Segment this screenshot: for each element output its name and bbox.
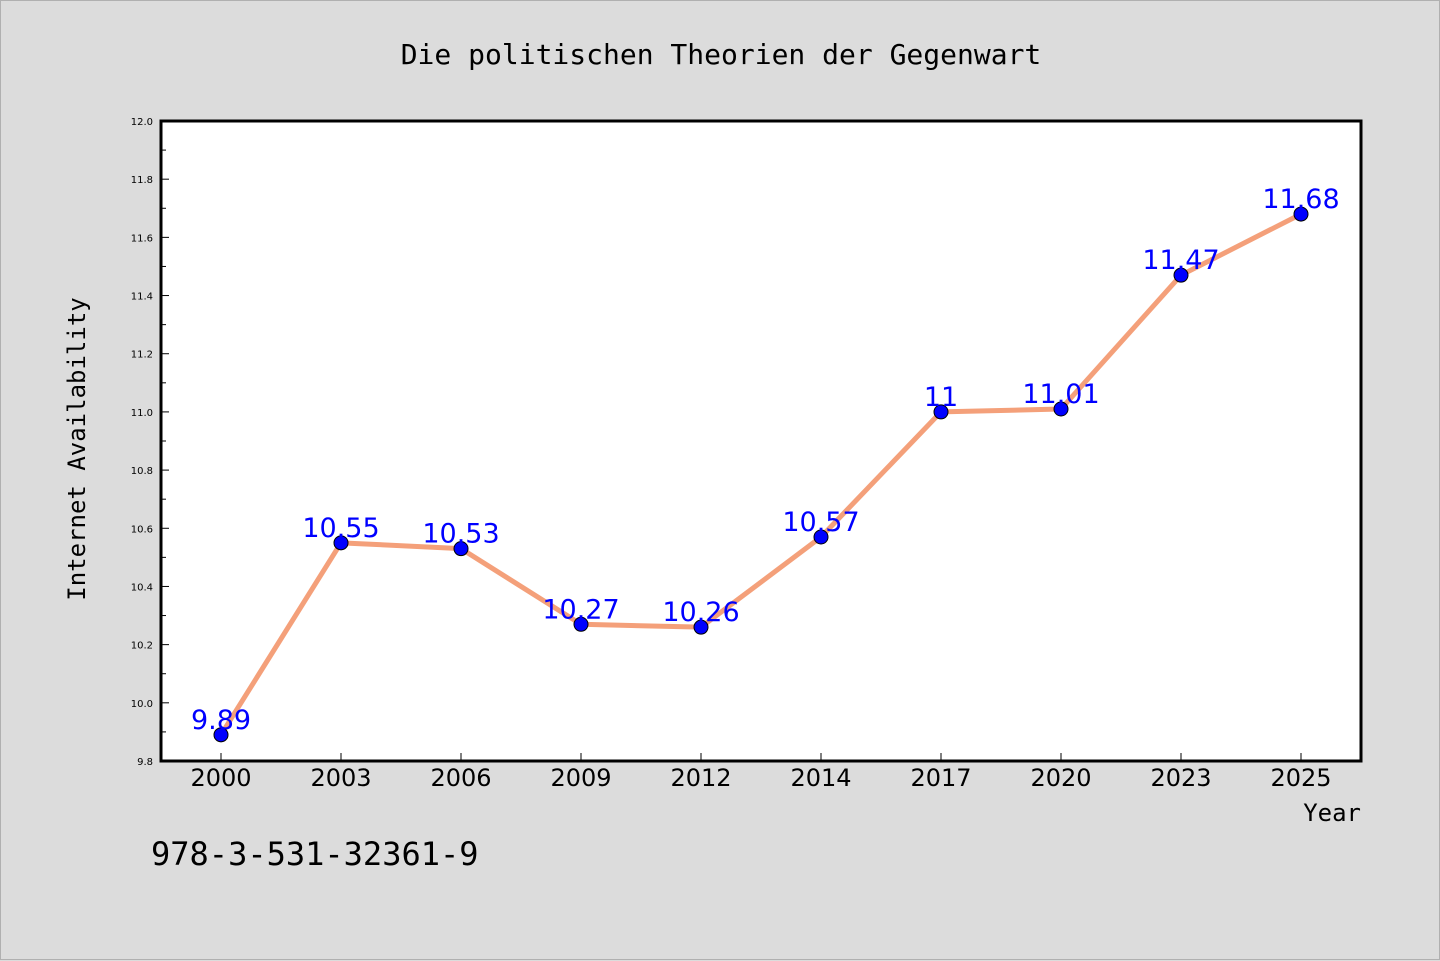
data-label: 10.55 — [302, 513, 379, 544]
data-label: 10.27 — [542, 594, 619, 625]
data-point — [1173, 267, 1189, 283]
y-tick-label: 10.4 — [131, 582, 153, 593]
data-label: 10.26 — [662, 597, 739, 628]
y-tick-label: 11.0 — [131, 408, 153, 419]
x-axis-label: Year — [1303, 799, 1361, 827]
y-tick-label: 10.2 — [131, 641, 153, 652]
data-point — [213, 727, 229, 743]
data-label: 11.01 — [1022, 379, 1099, 410]
x-tick-label: 2006 — [430, 764, 491, 792]
data-point — [813, 529, 829, 545]
data-point — [1053, 401, 1069, 417]
data-label: 11.47 — [1142, 245, 1219, 276]
y-axis-label: Internet Availability — [63, 297, 91, 600]
x-axis: 2000 2003 2006 2009 2012 2014 2017 2020 2023 2025 — [190, 753, 1332, 792]
y-tick-label: 10.0 — [131, 699, 153, 710]
x-tick-label: 2017 — [910, 764, 971, 792]
x-tick-label: 2009 — [550, 764, 611, 792]
y-tick-label: 11.6 — [131, 233, 153, 244]
data-point — [573, 616, 589, 632]
plot-frame — [159, 119, 1363, 763]
data-label: 11.68 — [1262, 184, 1339, 215]
data-point — [693, 619, 709, 635]
plot-area — [161, 121, 1361, 761]
y-tick-label: 9.8 — [137, 757, 153, 768]
y-axis: 9.8 10.0 10.2 10.4 10.6 10.8 11.0 11.2 11.4 11.6 1… — [131, 117, 169, 768]
data-point — [933, 404, 949, 420]
data-label: 10.57 — [782, 507, 859, 538]
x-tick-label: 2000 — [190, 764, 251, 792]
isbn-text: 978-3-531-32361-9 — [151, 835, 479, 873]
x-tick-label: 2020 — [1030, 764, 1091, 792]
y-tick-label: 10.8 — [131, 466, 153, 477]
x-tick-label: 2003 — [310, 764, 371, 792]
data-point — [333, 535, 349, 551]
y-tick-label: 11.8 — [131, 175, 153, 186]
data-label: 9.89 — [191, 705, 251, 736]
x-tick-label: 2023 — [1150, 764, 1211, 792]
data-point — [453, 541, 469, 557]
data-point — [1293, 206, 1309, 222]
series-group: 9.89 10.55 10.53 10.27 10.26 10.57 11 11.01 11.4… — [191, 184, 1340, 743]
y-tick-label: 11.4 — [131, 292, 153, 303]
y-tick-label: 12.0 — [131, 117, 153, 128]
chart-title: Die politischen Theorien der Gegenwart — [401, 38, 1042, 71]
data-label: 10.53 — [422, 519, 499, 550]
x-tick-label: 2025 — [1270, 764, 1331, 792]
y-tick-label: 10.6 — [131, 524, 153, 535]
x-tick-label: 2012 — [670, 764, 731, 792]
series-line — [218, 211, 1304, 738]
y-tick-label: 11.2 — [131, 350, 153, 361]
data-label: 11 — [924, 382, 958, 413]
x-tick-label: 2014 — [790, 764, 851, 792]
